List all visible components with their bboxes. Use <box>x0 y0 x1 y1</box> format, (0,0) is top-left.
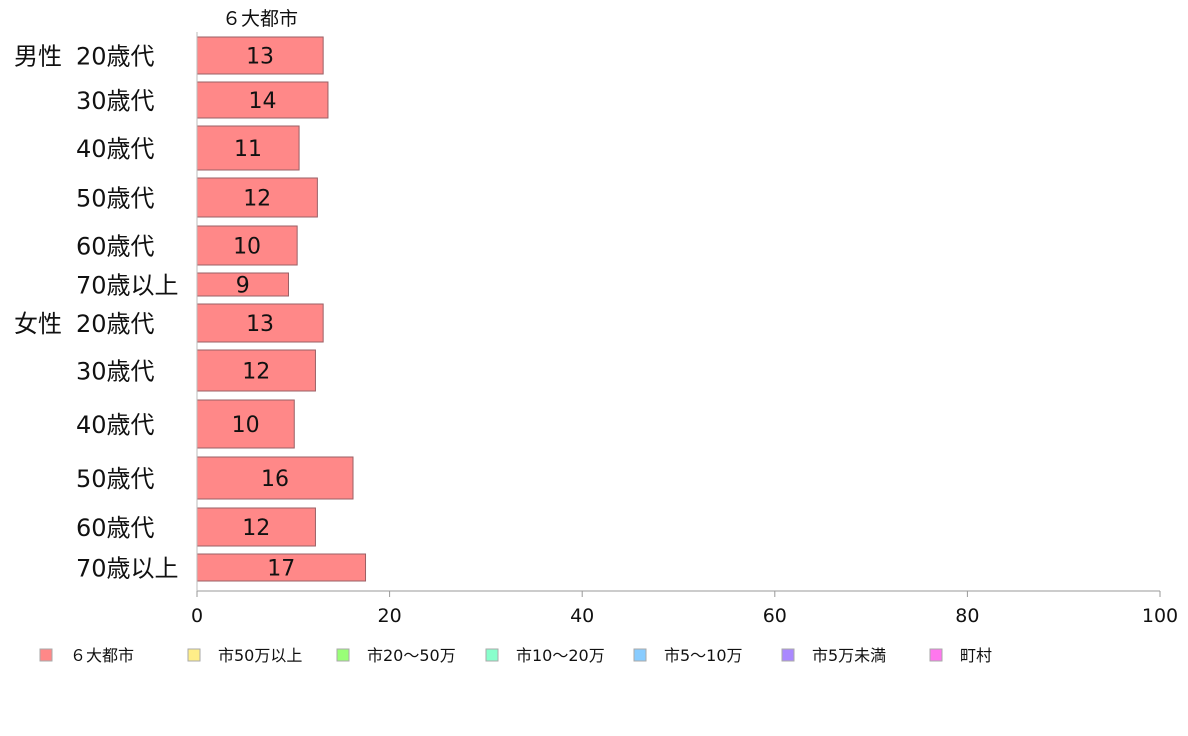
category-label: 50歳代 <box>76 465 155 493</box>
bar-segment <box>196 125 300 171</box>
legend-label: 町村 <box>960 646 992 665</box>
bar-segment <box>196 303 324 343</box>
bars: 13 14 11 12 10 9 13 12 10 16 12 17 <box>196 36 367 582</box>
category-label: 60歳代 <box>76 233 155 261</box>
bar-value-label: 10 <box>233 235 261 260</box>
legend-label: ６大都市 <box>70 646 134 665</box>
legend-swatch <box>39 648 53 662</box>
legend-label: 市50万以上 <box>218 646 302 665</box>
x-tick-label: 80 <box>955 605 979 627</box>
legend: ６大都市 市50万以上 市20～50万 市10～20万 市5～10万 市5万未満 町村 <box>39 646 992 665</box>
legend-swatch <box>187 648 201 662</box>
bar-segment <box>196 81 329 119</box>
bar-value-label: 14 <box>248 89 276 114</box>
category-label: 50歳代 <box>76 185 155 213</box>
category-label: 40歳代 <box>76 135 155 163</box>
legend-label: 市5万未満 <box>812 646 886 665</box>
legend-label: 市5～10万 <box>664 646 743 665</box>
legend-label: 市20～50万 <box>367 646 456 665</box>
category-label: 20歳代 <box>76 43 155 71</box>
bar-value-label: 9 <box>236 274 250 299</box>
bar-value-label: 16 <box>261 467 289 492</box>
legend-swatch <box>633 648 647 662</box>
bar-segment <box>196 349 316 392</box>
x-tick-label: 0 <box>191 605 203 627</box>
category-label: 40歳代 <box>76 411 155 439</box>
x-tick-label: 100 <box>1142 605 1178 627</box>
x-axis: 0 20 40 60 80 100 <box>191 32 1178 627</box>
bar-value-label: 10 <box>232 413 260 438</box>
column-header-label: ６大都市 <box>222 8 298 30</box>
x-tick-label: 40 <box>570 605 594 627</box>
legend-label: 市10～20万 <box>516 646 605 665</box>
category-labels: 20歳代 30歳代 40歳代 50歳代 60歳代 70歳以上 20歳代 30歳代 40歳代 50歳… <box>76 43 179 583</box>
bar-segment <box>196 225 298 266</box>
category-label: 30歳代 <box>76 358 155 386</box>
bar-value-label: 13 <box>246 45 274 70</box>
bar-value-label: 17 <box>267 557 295 582</box>
legend-swatch <box>336 648 350 662</box>
legend-swatch <box>929 648 943 662</box>
x-tick-label: 60 <box>763 605 787 627</box>
bar-value-label: 11 <box>234 137 262 162</box>
bar-segment <box>196 36 324 75</box>
x-tick-label: 20 <box>378 605 402 627</box>
bar-value-label: 12 <box>243 187 271 212</box>
bar-segment <box>196 177 318 218</box>
group-label-male: 男性 <box>14 43 62 71</box>
legend-swatch <box>485 648 499 662</box>
bar-value-label: 12 <box>242 360 270 385</box>
category-label: 70歳以上 <box>76 555 179 583</box>
category-label: 30歳代 <box>76 87 155 115</box>
category-label: 60歳代 <box>76 514 155 542</box>
legend-swatch <box>781 648 795 662</box>
bar-value-label: 12 <box>242 516 270 541</box>
bar-value-label: 13 <box>246 312 274 337</box>
category-label: 20歳代 <box>76 310 155 338</box>
group-label-female: 女性 <box>14 310 62 338</box>
category-label: 70歳以上 <box>76 272 179 300</box>
